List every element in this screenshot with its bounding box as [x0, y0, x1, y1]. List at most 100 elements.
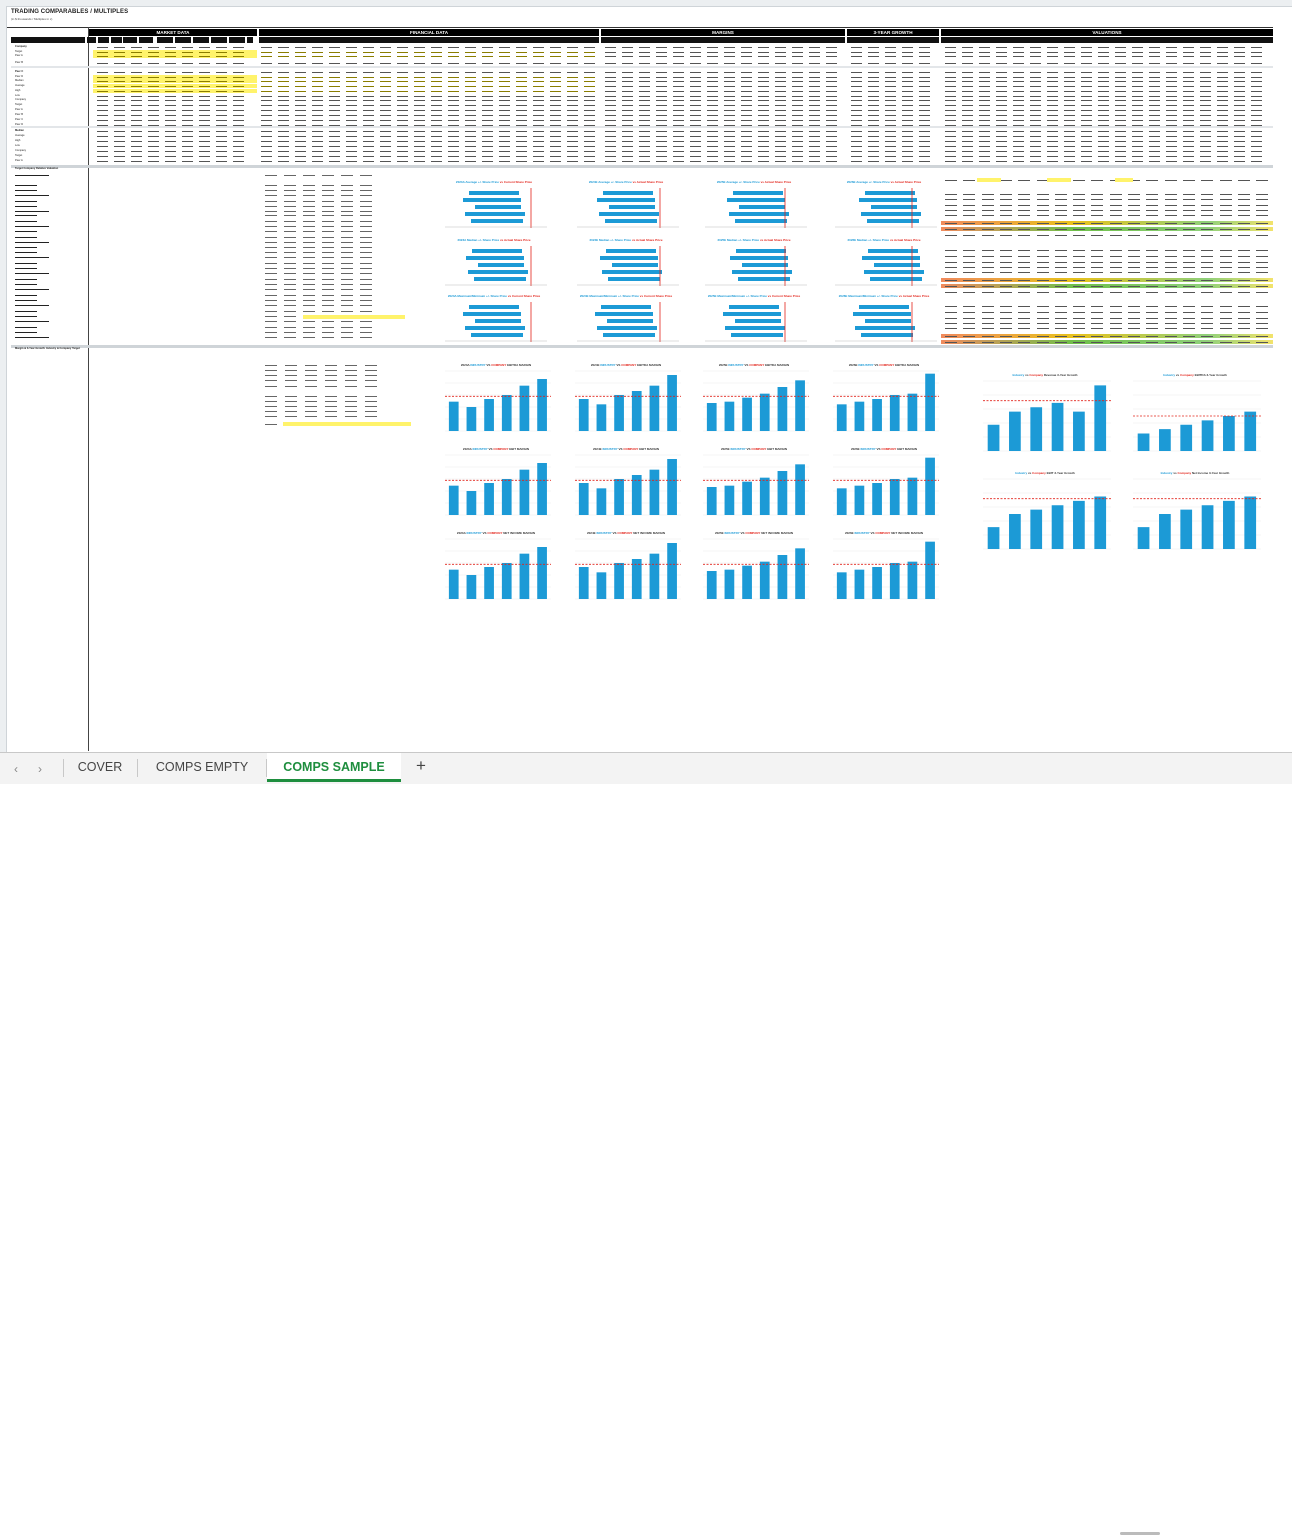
- cell-value: [397, 96, 408, 97]
- implied-value-cell: [1237, 180, 1250, 181]
- industry-vs-company-bar-chart: [445, 370, 551, 432]
- cell-value: [741, 56, 752, 57]
- implied-value-cell: [1201, 215, 1214, 216]
- cell-value: [1030, 100, 1041, 101]
- spreadsheet-grid[interactable]: TRADING COMPARABLES / MULTIPLES (in $ th…: [7, 7, 1287, 751]
- implied-value-cell: [1146, 235, 1159, 236]
- cell-value: [380, 115, 391, 116]
- column-heading-cell: [123, 37, 137, 43]
- margin-chart-title: 2025E INDUSTRY VS COMPANY NET INCOME MAR…: [695, 531, 813, 535]
- cell-value: [741, 156, 752, 157]
- valuation-range-bar: [738, 277, 790, 281]
- cell-value: [1064, 156, 1075, 157]
- cell-value: [363, 52, 374, 53]
- implied-value-cell: [1036, 205, 1049, 206]
- cell-value: [809, 141, 820, 142]
- implied-value-cell: [981, 215, 994, 216]
- implied-value-cell: [1164, 306, 1177, 307]
- tab-scroll-right-icon[interactable]: ›: [38, 762, 42, 776]
- cell-value: [1200, 47, 1211, 48]
- implied-value-cell: [1128, 292, 1140, 293]
- chart-title-text: EBIT 3-Year Growth: [1045, 471, 1075, 475]
- cell-value: [165, 120, 176, 121]
- cell-value: [148, 86, 159, 87]
- valuation-cell: [341, 215, 353, 216]
- cell-value: [1098, 131, 1109, 132]
- cell-value: [868, 141, 879, 142]
- cell-value: [550, 100, 561, 101]
- cell-value: [605, 52, 616, 53]
- cell-value: [1251, 115, 1262, 116]
- cell-value: [1098, 52, 1109, 53]
- implied-value-cell: [1128, 250, 1140, 251]
- cell-value: [690, 120, 701, 121]
- valuation-range-bar: [732, 270, 792, 274]
- valuation-range-bar: [469, 191, 519, 195]
- row-header-bar[interactable]: [0, 6, 7, 752]
- chart-title-text: INDUSTRY: [600, 363, 616, 367]
- chart-title-highlight: vs Current Share Price: [767, 294, 801, 298]
- conditional-format-row: [941, 284, 1273, 288]
- implied-value-cell: [1036, 328, 1049, 329]
- chart-title-text: INDUSTRY: [854, 531, 870, 535]
- implied-value-cell: [1036, 318, 1049, 319]
- implied-value-cell: [945, 235, 957, 236]
- margin-bar: [724, 485, 735, 515]
- cell-value: [1149, 86, 1160, 87]
- cell-value: [656, 77, 667, 78]
- implied-value-cell: [999, 210, 1012, 211]
- chart-title-text: 2024E Median +/- Share Price: [589, 238, 632, 242]
- column-header-bar[interactable]: [0, 0, 1292, 7]
- valuation-cell: [284, 305, 296, 306]
- tab-cover[interactable]: COVER: [77, 760, 123, 774]
- tab-scroll-left-icon[interactable]: ‹: [14, 762, 18, 776]
- cell-value: [97, 91, 108, 92]
- implied-value-cell: [1018, 272, 1031, 273]
- cell-value: [448, 141, 459, 142]
- cell-value: [114, 110, 125, 111]
- cell-value: [448, 96, 459, 97]
- cell-value: [690, 81, 701, 82]
- cell-value: [1115, 110, 1126, 111]
- implied-value-cell: [963, 280, 976, 281]
- cell-value: [278, 52, 289, 53]
- cell-value: [1030, 120, 1041, 121]
- margin-cell: [265, 365, 277, 366]
- margin-cell: [365, 375, 377, 376]
- conditional-format-row: [941, 278, 1273, 282]
- cell-value: [673, 96, 684, 97]
- tab-comps-sample[interactable]: COMPS SAMPLE: [267, 753, 401, 782]
- cell-value: [1234, 125, 1245, 126]
- cell-value: [533, 81, 544, 82]
- cell-value: [363, 131, 374, 132]
- cell-value: [1013, 63, 1024, 64]
- cell-value: [278, 91, 289, 92]
- cell-value: [1132, 110, 1143, 111]
- cell-value: [885, 156, 896, 157]
- industry-vs-company-bar-chart: [703, 538, 809, 600]
- cell-value: [656, 47, 667, 48]
- cell-value: [165, 72, 176, 73]
- implied-value-cell: [1091, 342, 1104, 343]
- cell-value: [1098, 77, 1109, 78]
- valuation-cell: [322, 175, 334, 176]
- implied-value-cell: [1146, 286, 1159, 287]
- cell-value: [380, 96, 391, 97]
- cell-value: [1234, 161, 1245, 162]
- cell-value: [792, 156, 803, 157]
- margin-bar: [501, 479, 512, 515]
- tab-comps-empty[interactable]: COMPS EMPTY: [155, 760, 249, 774]
- implied-value-cell: [1237, 235, 1250, 236]
- add-sheet-button[interactable]: +: [416, 756, 426, 775]
- cell-value: [114, 161, 125, 162]
- margin-bar: [519, 469, 530, 515]
- cell-value: [1064, 110, 1075, 111]
- cell-value: [639, 91, 650, 92]
- cell-value: [114, 81, 125, 82]
- margin-bar: [466, 407, 477, 431]
- implied-value-cell: [1219, 328, 1232, 329]
- cell-value: [567, 131, 578, 132]
- cell-value: [851, 151, 862, 152]
- cell-value: [584, 81, 595, 82]
- cell-value: [295, 110, 306, 111]
